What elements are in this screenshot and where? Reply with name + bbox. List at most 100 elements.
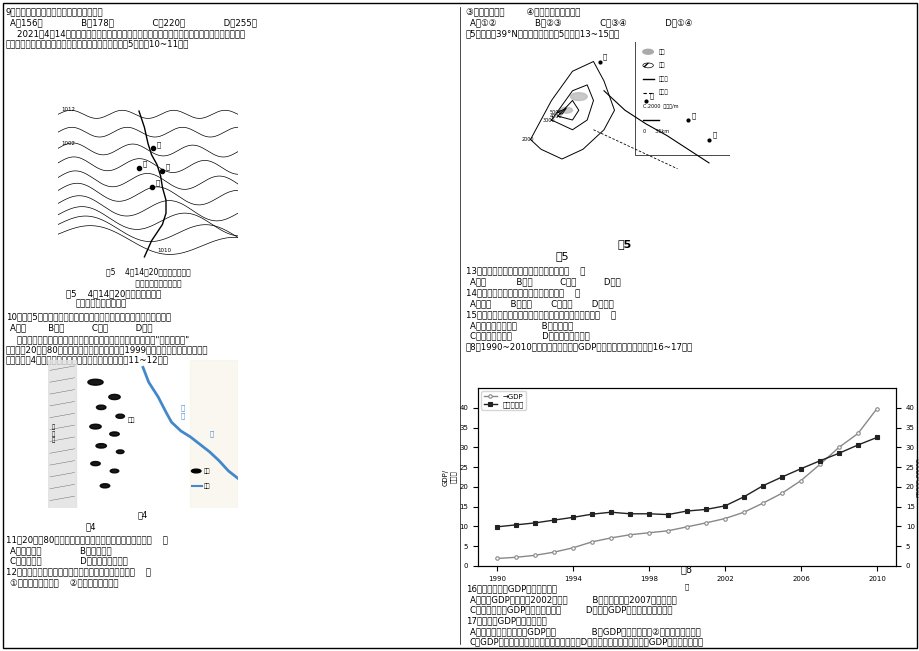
Text: C．能源消费与GDP的年均增速相同         D．单位GDP能源消费呈下降趋势: C．能源消费与GDP的年均增速相同 D．单位GDP能源消费呈下降趋势 [470,605,672,614]
Ellipse shape [90,424,101,429]
GDP [642,529,653,536]
Text: 甲: 甲 [157,141,161,148]
Text: 黄河: 黄河 [204,483,210,489]
Ellipse shape [110,469,119,473]
Text: 图5: 图5 [555,251,569,261]
GDP [529,551,540,559]
Text: 黄
河: 黄 河 [181,405,185,419]
Text: 1012: 1012 [62,107,75,112]
Text: 丁: 丁 [711,132,716,138]
Text: 1002: 1002 [62,141,75,146]
能源消费量 [833,449,844,457]
GDP [719,515,730,523]
Text: 14．限制丙地区农业生产的主要因素是（    ）: 14．限制丙地区农业生产的主要因素是（ ） [466,288,580,297]
Text: 12．疏浚、恢复湖泊湿地，对银川环境的直接影响是（    ）: 12．疏浚、恢复湖泊湿地，对银川环境的直接影响是（ ） [6,567,151,576]
Ellipse shape [117,450,124,454]
GDP [699,519,710,527]
能源消费量 [605,508,616,516]
能源消费量 [662,510,673,518]
能源消费量 [699,506,710,514]
Text: 1010: 1010 [157,248,171,253]
能源消费量 [776,473,787,481]
Text: 4000: 4000 [549,114,562,118]
GDP [624,531,635,538]
Text: ①增加城市排污力气    ②增加城市空气湿度: ①增加城市排污力气 ②增加城市空气湿度 [10,578,119,587]
Text: 图4: 图4 [138,510,148,519]
GDP [567,544,578,551]
Text: ③美化城市环境        ④增大城市气温年较差: ③美化城市环境 ④增大城市气温年较差 [466,7,580,16]
Text: A．泥沙淤积              B．气候变暖: A．泥沙淤积 B．气候变暖 [10,546,111,555]
GDP [491,555,502,562]
Text: A．光照       B．水分       C．坡度       D．温度: A．光照 B．水分 C．坡度 D．温度 [470,299,613,308]
Text: 的说法。20世纪80年月银川周边湖泊所剩无几。1999年开头，银川实施恢复湿地: 的说法。20世纪80年月银川周边湖泊所剩无几。1999年开头，银川实施恢复湿地 [6,345,209,354]
能源消费量 [681,507,692,515]
Polygon shape [190,360,238,508]
GDP [756,499,767,507]
Legend: →GDP, 能源消费量: →GDP, 能源消费量 [481,391,526,409]
X-axis label: 年: 年 [684,583,688,590]
能源消费量 [795,465,806,473]
能源消费量 [642,510,653,518]
Text: 3000: 3000 [542,117,555,122]
Text: A．单位GDP能源消费2002年最低         B．能源消费量2007年开头下降: A．单位GDP能源消费2002年最低 B．能源消费量2007年开头下降 [470,595,676,604]
GDP [813,460,824,468]
Ellipse shape [116,414,124,419]
能源消费量 [852,441,863,449]
Text: 丙: 丙 [165,163,170,170]
Text: 常年河: 常年河 [658,76,667,82]
Text: 11．20世纪80年月银川周边湖泊所剩无几的主要缘由是（    ）: 11．20世纪80年月银川周边湖泊所剩无几的主要缘由是（ ） [6,535,167,544]
GDP [548,548,559,556]
Ellipse shape [560,107,572,113]
GDP [833,443,844,451]
Ellipse shape [100,484,109,488]
GDP [738,508,749,516]
能源消费量 [529,519,540,527]
Line: GDP: GDP [494,407,878,561]
Text: 图5: 图5 [618,239,631,249]
Text: 湖泊: 湖泊 [204,468,210,474]
Polygon shape [48,360,76,508]
能源消费量 [510,521,521,529]
GDP [870,405,881,413]
Text: 黄: 黄 [210,431,213,437]
Text: C．排水造田              D．黄河来水量削减: C．排水造田 D．黄河来水量削减 [10,556,128,565]
Text: 冰川: 冰川 [658,62,664,68]
Text: 贺
兰
山: 贺 兰 山 [51,424,55,443]
Text: 乙: 乙 [649,92,652,99]
Y-axis label: GDP/
万亿元: GDP/ 万亿元 [442,469,456,486]
Ellipse shape [91,462,100,465]
能源消费量 [548,516,559,524]
Text: C.2000  等高线/m: C.2000 等高线/m [642,104,677,109]
Text: 丁: 丁 [155,180,159,186]
Text: A．①②              B．②③              C．③④              D．①④: A．①② B．②③ C．③④ D．①④ [470,18,692,27]
Text: 2000: 2000 [522,137,534,142]
Text: A．甲地区植被退化         B．乙地沙化: A．甲地区植被退化 B．乙地沙化 [470,321,573,330]
Ellipse shape [108,395,120,400]
Ellipse shape [96,405,106,409]
Text: 甲: 甲 [690,112,695,118]
GDP [605,534,616,542]
能源消费量 [624,510,635,518]
Text: A．能源消费增长会减缓GDP增长             B．GDP增长速度取决②地区能源储量大小: A．能源消费增长会减缓GDP增长 B．GDP增长速度取决②地区能源储量大小 [470,627,700,636]
Text: 9．图示区域内东、西两侧最大高差可能是: 9．图示区域内东、西两侧最大高差可能是 [6,7,104,16]
Text: 5000: 5000 [549,110,562,115]
Text: 图5    4月14日20时海平面等压线: 图5 4月14日20时海平面等压线 [66,289,161,298]
能源消费量 [585,510,596,518]
能源消费量 [813,457,824,465]
Text: 分布图（单位：百帕）: 分布图（单位：百帕） [76,299,127,308]
Text: 16．能源消费与GDP的增长特点是: 16．能源消费与GDP的增长特点是 [466,584,556,593]
Text: 银川: 银川 [128,417,135,423]
GDP [585,538,596,546]
Text: A．甲        B．乙          C．丙          D．丁: A．甲 B．乙 C．丙 D．丁 [10,323,153,332]
Text: 乙: 乙 [142,160,147,167]
Text: 图8是1990~2010年，我国能源消费与GDP增长变化图。读图，回答16~17题。: 图8是1990~2010年，我国能源消费与GDP增长变化图。读图，回答16~17… [466,342,693,351]
Ellipse shape [642,49,652,54]
Text: 图5    4月14日20时海平面等压线
         分布图（单位：百帕）: 图5 4月14日20时海平面等压线 分布图（单位：百帕） [106,267,190,288]
Ellipse shape [570,92,586,100]
Text: C．丙地区荒漠化           D．丁地区植被改善: C．丙地区荒漠化 D．丁地区植被改善 [470,331,589,340]
Text: A．甲           B．乙          C．丙          D．丁: A．甲 B．乙 C．丙 D．丁 [470,277,620,286]
Text: 时令河: 时令河 [658,90,667,96]
Ellipse shape [191,469,200,473]
Text: 13．图示区域土壤盐渍化最严峻的地区是（    ）: 13．图示区域土壤盐渍化最严峻的地区是（ ） [466,266,584,275]
Ellipse shape [88,380,103,385]
